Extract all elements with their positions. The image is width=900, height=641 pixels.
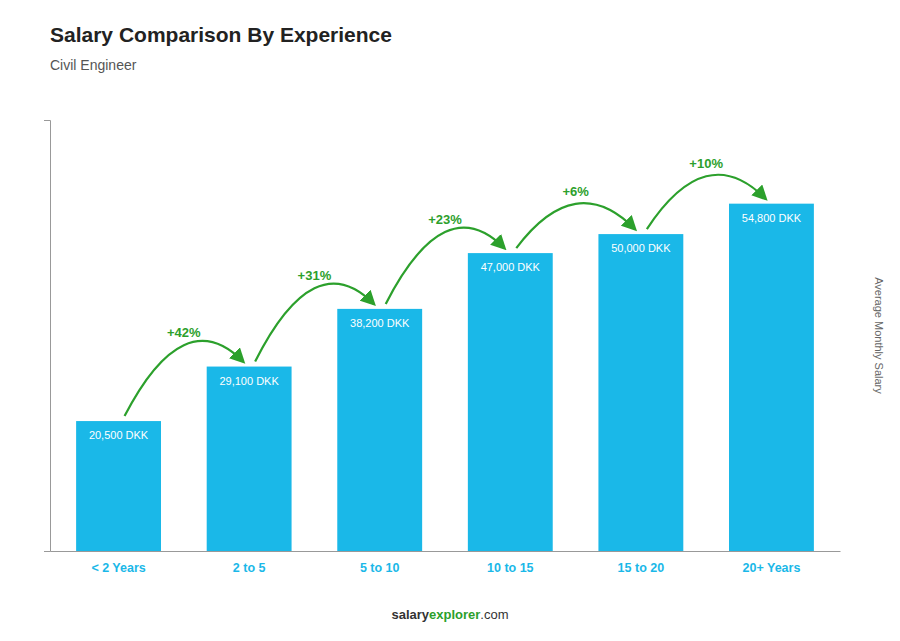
x-tick-label: 15 to 20 [618,561,665,575]
growth-arrow [255,284,374,362]
value-label: 47,000 DKK [481,261,541,273]
value-label: 50,000 DKK [611,242,671,254]
value-label: 20,500 DKK [89,429,149,441]
x-tick: 5 to 10 [360,551,400,575]
footer-part: .com [480,607,508,622]
subtitle: Civil Engineer [50,57,137,73]
footer-part: explorer [429,607,480,622]
value-labels: 20,500 DKK 29,100 DKK 38,200 DKK 47,000 DKK… [89,212,802,441]
bar [76,421,161,551]
bar [468,253,553,551]
y-axis-line [44,121,51,552]
x-tick-label: 2 to 5 [233,561,266,575]
bars [76,204,814,551]
x-tick-label: 5 to 10 [360,561,400,575]
growth-arrow [125,341,244,416]
x-tick: 15 to 20 [618,551,665,575]
x-axis: < 2 Years 2 to 5 5 to 10 10 to 15 15 to 20 20… [51,551,841,575]
pct-label: +10% [689,156,723,171]
x-tick: < 2 Years [91,551,145,575]
x-tick-label: 20+ Years [743,561,801,575]
chart: Salary Comparison By Experience Civil Eng… [0,0,900,641]
annotations: +42% +31% +23% +6% +10% [125,156,766,416]
x-tick: 10 to 15 [487,551,534,575]
value-label: 38,200 DKK [350,317,410,329]
bar [207,367,292,551]
y-axis-label: Average Monthly Salary [873,277,885,394]
growth-arrow [386,228,505,304]
growth-arrow [647,175,766,229]
x-tick-label: < 2 Years [91,561,145,575]
value-label: 29,100 DKK [219,375,279,387]
pct-label: +42% [167,325,201,340]
title: Salary Comparison By Experience [50,23,392,46]
pct-label: +31% [298,268,332,283]
footer: salaryexplorer.com [391,607,508,622]
x-tick-label: 10 to 15 [487,561,534,575]
bar [598,234,683,551]
x-axis-line [51,551,841,552]
bar [729,204,814,551]
bar [337,309,422,551]
pct-label: +23% [428,212,462,227]
growth-arrow [516,203,635,248]
x-tick: 2 to 5 [233,551,266,575]
footer-part: salary [391,607,429,622]
pct-label: +6% [562,184,589,199]
y-axis [44,121,51,552]
x-tick: 20+ Years [743,551,801,575]
value-label: 54,800 DKK [742,212,802,224]
